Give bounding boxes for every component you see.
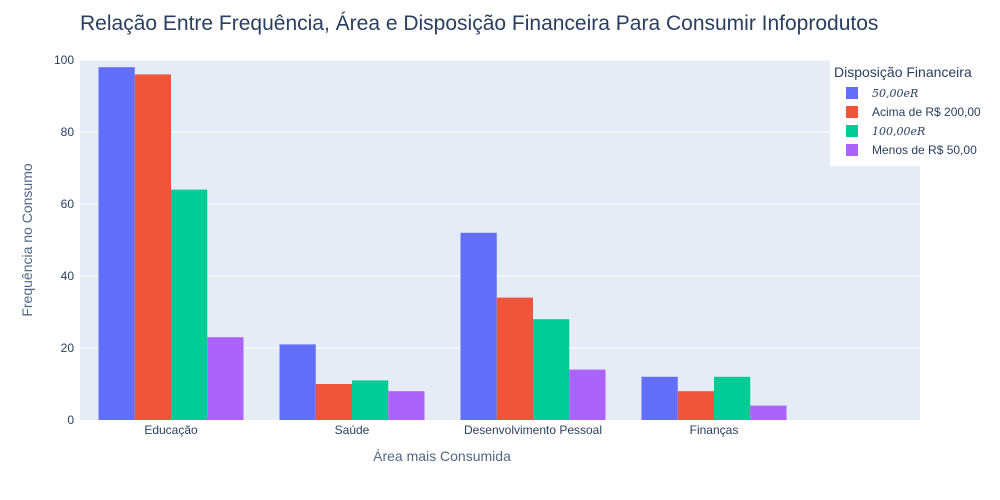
legend-swatch[interactable] [846,144,858,156]
y-tick-label: 0 [67,413,74,427]
bar[interactable] [315,384,352,420]
bar[interactable] [460,232,497,420]
chart-title: Relação Entre Frequência, Área e Disposi… [80,12,878,35]
bar[interactable] [279,344,316,420]
y-tick-label: 20 [61,341,75,355]
legend-swatch[interactable] [846,87,858,99]
bar[interactable] [352,380,389,420]
y-tick-label: 60 [61,197,75,211]
legend: Disposição Financeira 50,00eR Acima de R$… [830,60,1000,166]
y-tick-label: 80 [61,125,75,139]
legend-swatch[interactable] [846,125,858,137]
x-tick-label: Desenvolvimento Pessoal [464,423,602,437]
x-axis-title: Área mais Consumida [373,448,511,464]
x-axis-ticks: Educação Saúde Desenvolvimento Pessoal Fina… [144,423,738,437]
x-tick-label: Saúde [335,423,370,437]
legend-item-label[interactable]: 50,00eR [872,87,918,100]
legend-background [830,60,1000,166]
bars [98,67,787,421]
bar[interactable] [496,297,533,420]
legend-item-label[interactable]: Menos de R$ 50,00 [872,143,977,157]
bar[interactable] [171,189,208,420]
bar[interactable] [98,67,135,420]
bar[interactable] [533,319,570,420]
legend-swatch[interactable] [846,106,858,118]
bar[interactable] [388,391,425,420]
bar[interactable] [677,391,714,420]
y-axis-ticks: 0 20 40 60 80 100 [54,53,74,427]
bar[interactable] [750,405,787,420]
y-tick-label: 100 [54,53,74,67]
legend-title: Disposição Financeira [834,64,972,80]
y-axis-title: Frequência no Consumo [19,163,35,317]
y-tick-label: 40 [61,269,75,283]
bar[interactable] [641,376,678,420]
legend-item-label[interactable]: Acima de R$ 200,00 [872,105,981,119]
x-tick-label: Finanças [690,423,739,437]
legend-item-label[interactable]: 100,00eR [872,125,925,138]
bar[interactable] [207,337,244,420]
bar[interactable] [714,376,751,420]
x-tick-label: Educação [144,423,198,437]
bar[interactable] [569,369,606,420]
bar[interactable] [134,74,171,421]
